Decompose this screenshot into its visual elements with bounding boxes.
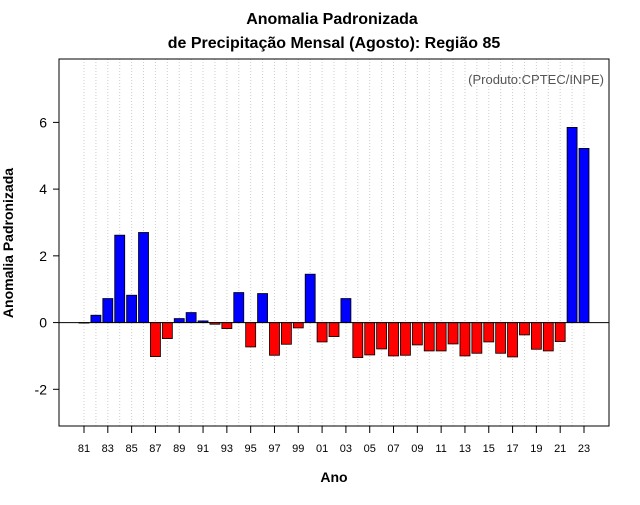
x-tick-label: 85: [125, 443, 137, 455]
x-tick-label: 01: [316, 443, 328, 455]
bar-2006: [376, 322, 388, 350]
bar-1986: [138, 232, 149, 323]
y-axis-label: Anomalia Padronizada: [0, 168, 16, 318]
chart-subtitle: de Precipitação Mensal (Agosto): Região …: [168, 35, 501, 52]
bar-2014: [471, 322, 483, 354]
grid-lines: [83, 59, 585, 426]
bar-1988: [161, 322, 173, 339]
bar-2021: [554, 322, 566, 342]
bar-1985: [126, 294, 138, 323]
bar-1989: [173, 318, 185, 323]
x-tick-label: 87: [149, 443, 161, 455]
x-tick-label: 15: [483, 443, 495, 455]
product-annotation: (Produto:CPTEC/INPE): [468, 72, 604, 87]
bar-2023: [578, 148, 590, 323]
x-tick-label: 21: [554, 443, 566, 455]
bar-2016: [495, 322, 507, 354]
bar-2002: [328, 322, 340, 337]
bar-2003: [340, 298, 352, 323]
bar-1984: [114, 234, 126, 323]
y-tick-label: -2: [35, 381, 48, 397]
y-tick-label: 2: [39, 248, 47, 264]
y-tick-label: 6: [39, 114, 47, 130]
bar-1983: [102, 298, 114, 323]
bar-2012: [447, 322, 459, 345]
bar-2007: [388, 322, 399, 357]
bar-2020: [542, 322, 554, 352]
x-tick-label: 89: [173, 443, 185, 455]
bar-2010: [423, 322, 435, 352]
bar-2004: [352, 322, 364, 359]
x-tick-label: 95: [245, 443, 257, 455]
chart-title: Anomalia Padronizada: [246, 11, 418, 28]
bar-1998: [280, 322, 292, 345]
bar-1987: [150, 322, 161, 358]
bar-1999: [292, 322, 304, 329]
bar-1994: [233, 292, 245, 323]
x-tick-label: 11: [435, 443, 446, 455]
x-tick-label: 97: [268, 443, 280, 455]
x-axis: 81 83 85 87 89 91 93 95 97 99 01 03 05 07 09 11 13 15 17 19…: [78, 426, 590, 455]
x-tick-label: 83: [102, 443, 114, 455]
x-axis-label: Ano: [320, 469, 347, 485]
bar-2009: [411, 322, 423, 346]
bar-2011: [435, 322, 447, 352]
x-tick-label: 19: [530, 443, 542, 455]
bar-2017: [507, 322, 518, 358]
x-tick-label: 93: [221, 443, 233, 455]
bar-2019: [530, 322, 542, 350]
x-tick-label: 03: [340, 443, 352, 455]
x-tick-label: 05: [364, 443, 376, 455]
x-tick-label: 13: [459, 443, 471, 455]
bar-2005: [364, 322, 376, 356]
x-tick-label: 17: [506, 443, 518, 455]
bar-2013: [459, 322, 471, 357]
bar-2015: [483, 322, 495, 343]
bar-1996: [257, 293, 268, 323]
x-tick-label: 09: [411, 443, 423, 455]
y-axis: -2 0 2 4 6: [35, 114, 59, 397]
x-tick-label: 07: [387, 443, 399, 455]
x-tick-label: 99: [292, 443, 304, 455]
plot-frame: [58, 58, 610, 427]
bar-2018: [519, 322, 530, 336]
x-tick-label: 23: [578, 443, 590, 455]
bar-2022: [566, 126, 578, 323]
bar-1993: [221, 322, 233, 329]
bar-1995: [245, 322, 257, 348]
bar-1982: [90, 314, 102, 323]
y-tick-label: 4: [39, 181, 47, 197]
bars: [78, 126, 590, 359]
x-tick-label: 91: [197, 443, 209, 455]
bar-2001: [316, 322, 328, 343]
bar-2008: [400, 322, 411, 356]
bar-1990: [185, 312, 197, 323]
y-tick-label: 0: [39, 315, 47, 331]
bar-1997: [269, 322, 280, 356]
bar-2000: [304, 273, 316, 323]
x-tick-label: 81: [78, 443, 90, 455]
